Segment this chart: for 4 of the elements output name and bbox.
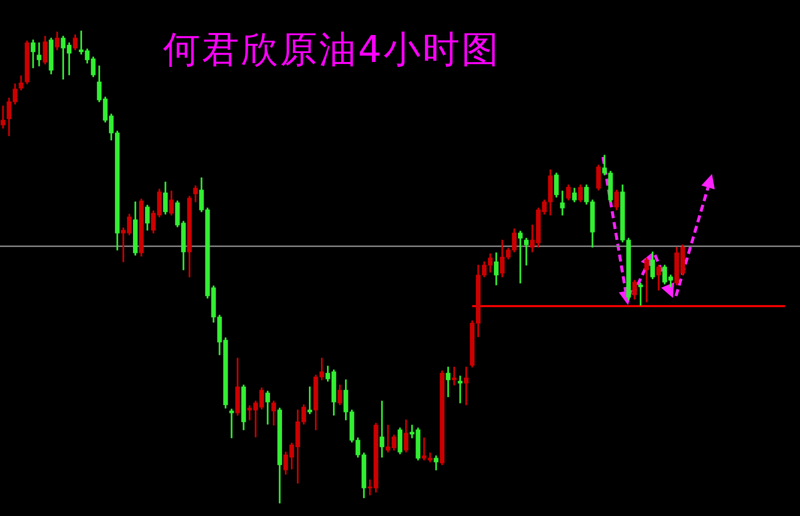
candlestick	[0, 106, 6, 129]
candlestick	[229, 408, 234, 438]
chart-title: 何君欣原油4小时图	[163, 28, 501, 72]
candlestick	[380, 400, 384, 458]
